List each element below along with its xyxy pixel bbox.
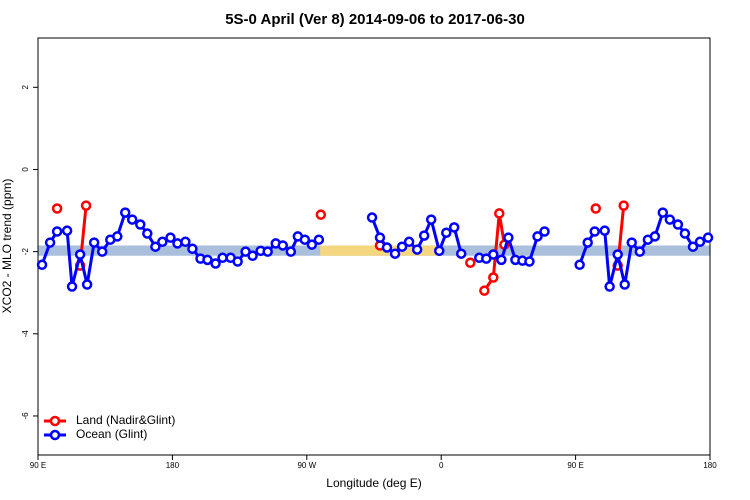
data-point [88, 237, 100, 248]
x-tick-label: 90 E [30, 461, 46, 470]
data-point [604, 281, 615, 292]
data-point [381, 242, 393, 253]
data-point [142, 228, 153, 239]
data-point [524, 256, 535, 267]
y-tick-label: 0 [21, 167, 30, 172]
data-point [313, 234, 325, 245]
x-tick-label: 90 W [297, 461, 316, 470]
data-point [96, 246, 108, 257]
data-point [494, 208, 505, 219]
y-axis-label: XCO2 - MLO trend (ppm) [0, 179, 14, 314]
data-point [694, 236, 706, 248]
data-point [496, 254, 507, 266]
data-point [374, 232, 386, 243]
data-point [51, 226, 63, 237]
legend-marker [49, 429, 61, 441]
data-point [66, 281, 78, 292]
data-point [247, 250, 258, 261]
data-point [36, 259, 48, 271]
data-point [425, 214, 437, 225]
data-point [157, 236, 168, 248]
data-point [672, 219, 684, 230]
data-point [126, 214, 138, 225]
data-point [389, 248, 401, 259]
data-point [81, 279, 93, 290]
x-tick-label: 90 E [567, 461, 583, 470]
data-point [434, 245, 445, 257]
data-point [679, 228, 691, 239]
data-point [366, 212, 378, 223]
data-point [306, 239, 318, 250]
legend-marker [49, 415, 61, 427]
data-point [80, 200, 92, 211]
y-tick-label: 2 [21, 85, 30, 90]
data-point [479, 285, 490, 296]
x-tick-label: 180 [703, 461, 717, 470]
data-point [180, 236, 191, 248]
data-point [119, 207, 131, 218]
data-point [51, 203, 63, 214]
data-point [582, 237, 593, 248]
y-tick-label: -2 [21, 248, 30, 256]
data-point [165, 232, 176, 243]
data-point [599, 225, 610, 236]
data-point [262, 246, 273, 257]
data-point [217, 252, 228, 264]
x-axis-label: Longitude (deg E) [326, 476, 421, 490]
data-point [702, 232, 714, 243]
legend-label: Land (Nadir&Glint) [76, 413, 175, 427]
data-point [488, 272, 499, 283]
data-point [574, 259, 585, 271]
y-tick-label: -4 [21, 330, 30, 338]
data-point [488, 249, 499, 260]
data-point [664, 214, 676, 225]
legend-label: Ocean (Glint) [76, 427, 147, 441]
data-point [441, 227, 452, 238]
data-point [503, 232, 514, 243]
plot-frame [37, 37, 711, 456]
data-point [687, 241, 699, 252]
data-point [202, 254, 213, 266]
data-point [299, 234, 311, 245]
data-point [418, 230, 430, 241]
data-point [150, 241, 161, 252]
data-point [612, 249, 623, 260]
data-point [411, 244, 423, 255]
data-point [626, 237, 637, 248]
data-point [532, 231, 543, 242]
data-point [112, 231, 123, 242]
data-point [61, 225, 73, 236]
data-point [618, 200, 629, 211]
data-point [590, 203, 602, 214]
data-point [589, 226, 600, 237]
data-point [232, 256, 243, 267]
data-point [403, 236, 415, 248]
data-point [657, 207, 669, 218]
data-point [44, 237, 56, 248]
data-point [187, 243, 198, 255]
data-point [634, 246, 646, 257]
data-point [285, 246, 297, 257]
data-point [315, 209, 327, 220]
data-point [619, 279, 630, 290]
data-point [455, 248, 467, 259]
data-point [396, 241, 408, 252]
x-tick-label: 0 [439, 461, 444, 470]
data-point [539, 226, 550, 237]
data-point [448, 222, 460, 233]
data-point [210, 258, 221, 269]
data-point [135, 219, 146, 230]
data-point [465, 257, 476, 268]
chart-title: 5S-0 April (Ver 8) 2014-09-06 to 2017-06… [225, 11, 525, 28]
x-tick-label: 180 [166, 461, 180, 470]
data-point [649, 231, 661, 242]
data-point [277, 240, 289, 251]
data-point [74, 249, 86, 260]
y-tick-label: -6 [21, 412, 30, 420]
